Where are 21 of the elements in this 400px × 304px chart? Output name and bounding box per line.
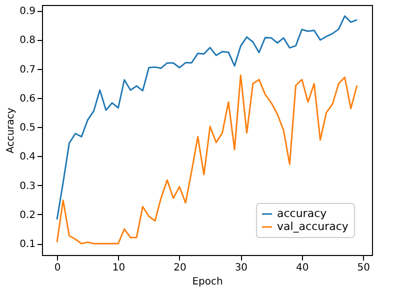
y-tick-label: 0.2: [20, 210, 36, 221]
y-tick-label: 0.1: [20, 239, 36, 250]
x-tick-label: 30: [234, 262, 248, 274]
line-series: [56, 15, 358, 220]
x-axis-title: Epoch: [192, 276, 223, 288]
legend-label: val_accuracy: [277, 220, 349, 233]
y-tick-label: 0.6: [20, 93, 36, 104]
y-tick-label: 0.7: [20, 64, 36, 76]
line-series: [56, 74, 358, 244]
y-tick-label: 0.8: [20, 35, 36, 46]
x-tick-label: 50: [357, 262, 370, 274]
y-axis-title: Accuracy: [6, 108, 17, 154]
x-tick-label: 10: [112, 262, 126, 274]
x-tick-label: 20: [174, 262, 186, 274]
y-tick-label: 0.5: [20, 122, 36, 134]
y-tick-label: 0.4: [20, 152, 36, 163]
x-tick-label: 40: [296, 262, 309, 274]
x-tick-label: 0: [54, 262, 61, 274]
y-tick-label: 0.9: [20, 6, 36, 18]
legend-label: accuracy: [277, 207, 328, 220]
y-tick-label: 0.3: [20, 180, 36, 192]
